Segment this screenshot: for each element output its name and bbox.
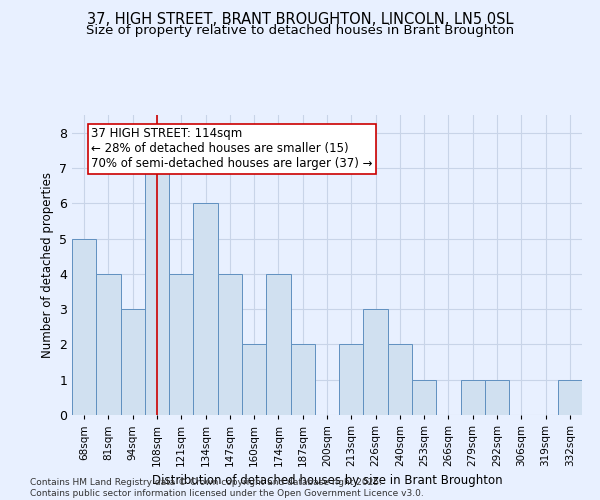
Text: Contains HM Land Registry data © Crown copyright and database right 2025.
Contai: Contains HM Land Registry data © Crown c…: [30, 478, 424, 498]
Bar: [461, 380, 485, 415]
Text: 37, HIGH STREET, BRANT BROUGHTON, LINCOLN, LN5 0SL: 37, HIGH STREET, BRANT BROUGHTON, LINCOL…: [87, 12, 513, 28]
Bar: [242, 344, 266, 415]
Text: Size of property relative to detached houses in Brant Broughton: Size of property relative to detached ho…: [86, 24, 514, 37]
Bar: [218, 274, 242, 415]
Bar: [339, 344, 364, 415]
Bar: [145, 168, 169, 415]
Bar: [96, 274, 121, 415]
Bar: [412, 380, 436, 415]
Bar: [290, 344, 315, 415]
Bar: [121, 309, 145, 415]
Text: 37 HIGH STREET: 114sqm
← 28% of detached houses are smaller (15)
70% of semi-det: 37 HIGH STREET: 114sqm ← 28% of detached…: [91, 128, 373, 170]
Bar: [364, 309, 388, 415]
Bar: [72, 238, 96, 415]
Bar: [558, 380, 582, 415]
Bar: [169, 274, 193, 415]
Bar: [266, 274, 290, 415]
Bar: [193, 203, 218, 415]
Bar: [388, 344, 412, 415]
Y-axis label: Number of detached properties: Number of detached properties: [41, 172, 53, 358]
X-axis label: Distribution of detached houses by size in Brant Broughton: Distribution of detached houses by size …: [152, 474, 502, 488]
Bar: [485, 380, 509, 415]
